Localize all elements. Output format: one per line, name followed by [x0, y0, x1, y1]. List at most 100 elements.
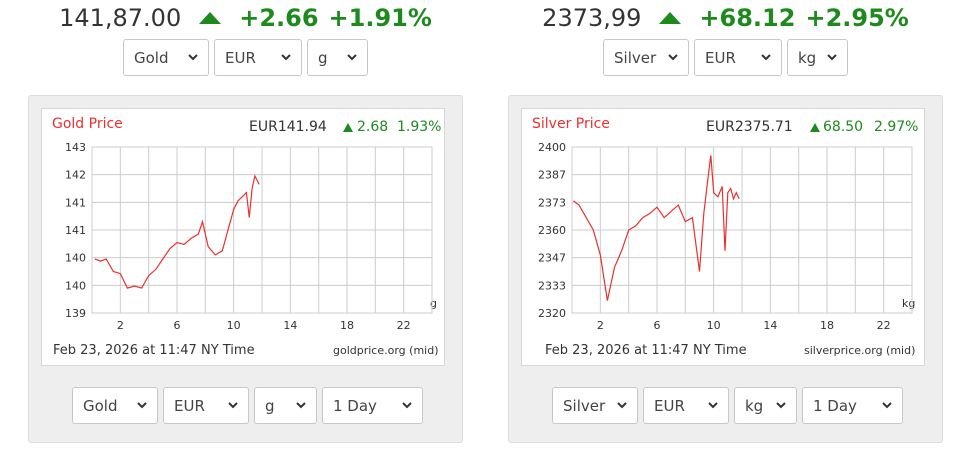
unit-select[interactable]: kg — [787, 39, 848, 76]
currency-select-bottom[interactable]: EUR — [163, 387, 249, 424]
chevron-down-icon — [827, 54, 837, 61]
chevron-down-icon — [668, 54, 678, 61]
chart-title: Gold Price — [52, 116, 123, 132]
chevron-down-icon — [296, 402, 306, 409]
metal-select-bottom-value: Silver — [563, 396, 606, 415]
y-tick-label: 141 — [65, 224, 86, 237]
y-tick-label: 143 — [65, 141, 86, 154]
chart-change: 68.50 — [823, 119, 863, 135]
y-tick-label: 140 — [65, 252, 86, 265]
metal-select-bottom[interactable]: Silver — [552, 387, 638, 424]
y-tick-label: 2373 — [538, 196, 566, 209]
silver-widget: 2373,99 +68.12 +2.95% Silver EUR kg Silv… — [508, 0, 943, 460]
currency-select-value: EUR — [225, 48, 256, 67]
chevron-down-icon — [882, 402, 892, 409]
price-line — [94, 174, 260, 289]
gold-chart-svg: Gold Price EUR141.94 2.68 1.93% Feb 23, … — [52, 116, 441, 358]
y-tick-label: 141 — [65, 196, 86, 209]
currency-select-value: EUR — [705, 48, 736, 67]
silver-chart: Silver Price EUR2375.71 68.50 2.97% Feb … — [521, 108, 925, 366]
metal-select[interactable]: Gold — [123, 39, 209, 76]
chart-change: 2.68 — [357, 119, 388, 135]
chart-source: goldprice.org (mid) — [333, 344, 439, 357]
chart-timestamp: Feb 23, 2026 at 11:47 NY Time — [53, 343, 255, 358]
chart-source: silverprice.org (mid) — [804, 344, 915, 357]
x-tick-label: 10 — [227, 319, 241, 332]
triangle-up-icon — [810, 123, 820, 132]
chevron-down-icon — [776, 402, 786, 409]
unit-select-bottom[interactable]: g — [254, 387, 317, 424]
chart-unit-label: g — [430, 297, 437, 310]
triangle-up-icon — [199, 12, 222, 24]
price-line — [573, 155, 740, 301]
y-tick-label: 2320 — [538, 307, 566, 320]
chevron-down-icon — [137, 402, 147, 409]
chart-current-value: EUR2375.71 — [706, 119, 793, 135]
chart-timestamp: Feb 23, 2026 at 11:47 NY Time — [545, 343, 747, 358]
currency-select[interactable]: EUR — [694, 39, 782, 76]
chart-percent: 1.93% — [397, 119, 441, 135]
gold-ticker-price: 141,87.00 — [59, 4, 182, 32]
gold-widget: 141,87.00 +2.66 +1.91% Gold EUR g Gold P… — [28, 0, 463, 460]
unit-select[interactable]: g — [307, 39, 368, 76]
x-tick-label: 22 — [877, 319, 891, 332]
x-tick-label: 14 — [763, 319, 777, 332]
gold-chart-panel: Gold Price EUR141.94 2.68 1.93% Feb 23, … — [28, 95, 463, 443]
chevron-down-icon — [188, 54, 198, 61]
period-select[interactable]: 1 Day — [802, 387, 903, 424]
x-tick-label: 18 — [820, 319, 834, 332]
metal-select-bottom-value: Gold — [83, 396, 118, 415]
unit-select-value: kg — [798, 48, 817, 67]
y-tick-label: 139 — [65, 307, 86, 320]
y-tick-label: 2387 — [538, 169, 566, 182]
chevron-down-icon — [347, 54, 357, 61]
unit-select-value: g — [318, 48, 328, 67]
y-tick-label: 2333 — [538, 279, 566, 292]
chevron-down-icon — [708, 402, 718, 409]
x-tick-label: 6 — [174, 319, 181, 332]
silver-ticker-price: 2373,99 — [542, 4, 642, 32]
y-tick-label: 2347 — [538, 252, 566, 265]
gold-ticker-percent: +1.91% — [328, 4, 432, 32]
x-tick-label: 18 — [340, 319, 354, 332]
x-tick-label: 6 — [654, 319, 661, 332]
metal-select[interactable]: Silver — [603, 39, 689, 76]
x-tick-label: 2 — [117, 319, 124, 332]
x-tick-label: 14 — [283, 319, 297, 332]
y-tick-label: 140 — [65, 279, 86, 292]
period-select-value: 1 Day — [813, 396, 857, 415]
currency-select-bottom[interactable]: EUR — [643, 387, 729, 424]
currency-select-bottom-value: EUR — [654, 396, 685, 415]
silver-ticker-change: +68.12 — [699, 4, 796, 32]
currency-select[interactable]: EUR — [214, 39, 302, 76]
chevron-down-icon — [761, 54, 771, 61]
chevron-down-icon — [228, 402, 238, 409]
unit-select-bottom[interactable]: kg — [734, 387, 797, 424]
gold-ticker: 141,87.00 +2.66 +1.91% — [28, 4, 463, 36]
silver-ticker-percent: +2.95% — [805, 4, 909, 32]
x-tick-label: 10 — [707, 319, 721, 332]
y-tick-label: 2360 — [538, 224, 566, 237]
chart-percent: 2.97% — [874, 119, 918, 135]
gold-ticker-change: +2.66 — [239, 4, 319, 32]
chart-current-value: EUR141.94 — [249, 119, 327, 135]
metal-select-value: Silver — [614, 48, 657, 67]
chart-unit-label: kg — [902, 297, 915, 310]
chart-title: Silver Price — [532, 116, 610, 132]
metal-select-value: Gold — [134, 48, 169, 67]
y-tick-label: 142 — [65, 169, 86, 182]
triangle-up-icon — [343, 123, 353, 132]
period-select[interactable]: 1 Day — [322, 387, 423, 424]
currency-select-bottom-value: EUR — [174, 396, 205, 415]
silver-ticker: 2373,99 +68.12 +2.95% — [508, 4, 943, 36]
unit-select-bottom-value: kg — [745, 396, 764, 415]
chevron-down-icon — [617, 402, 627, 409]
x-tick-label: 22 — [397, 319, 411, 332]
triangle-up-icon — [659, 12, 682, 24]
period-select-value: 1 Day — [333, 396, 377, 415]
chevron-down-icon — [402, 402, 412, 409]
silver-chart-svg: Silver Price EUR2375.71 68.50 2.97% Feb … — [532, 116, 918, 358]
gold-chart: Gold Price EUR141.94 2.68 1.93% Feb 23, … — [41, 108, 445, 366]
x-tick-label: 2 — [597, 319, 604, 332]
metal-select-bottom[interactable]: Gold — [72, 387, 158, 424]
